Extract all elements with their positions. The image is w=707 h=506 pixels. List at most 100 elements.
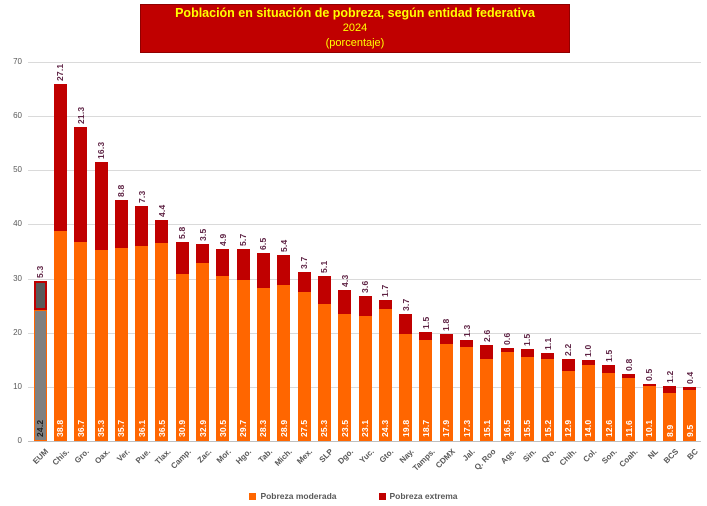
x-tick-label: Qro. (540, 447, 559, 465)
bar-segment-extreme (256, 252, 270, 288)
x-tick-label: Mor. (215, 447, 234, 465)
bar-segment-moderate (94, 249, 108, 441)
bar-segment-moderate (581, 365, 595, 441)
x-tick-label: BC (685, 447, 701, 462)
x-tick-label: Zac. (195, 447, 213, 465)
bar-segment-extreme (541, 352, 555, 359)
bar-value-extreme: 1.5 (603, 349, 614, 362)
bar-value-moderate: 9.5 (684, 424, 695, 437)
bar-value-moderate: 35.7 (116, 419, 127, 437)
bar-value-extreme: 5.4 (278, 239, 289, 253)
x-tick-label: Chis. (50, 447, 71, 468)
bar-value-extreme: 1.0 (583, 344, 594, 357)
bar-value-extreme: 3.7 (400, 298, 411, 311)
bar-value-moderate: 35.3 (96, 419, 107, 437)
bar-value-extreme: 1.5 (420, 316, 431, 329)
gridline (28, 278, 701, 280)
bar-value-moderate: 29.7 (238, 419, 249, 437)
bar-value-extreme: 0.6 (502, 332, 513, 346)
bar-segment-extreme (277, 255, 291, 285)
bar-segment-extreme (317, 276, 331, 304)
bar-value-moderate: 32.9 (197, 419, 208, 437)
x-tick-label: Hgo. (234, 447, 254, 466)
bar-segment-moderate (196, 262, 210, 441)
y-tick-label: 30 (13, 273, 22, 283)
chart-subtitle-unit: (porcentaje) (325, 37, 385, 49)
bar-segment-extreme (196, 243, 210, 263)
y-tick-label: 50 (13, 165, 22, 175)
bar-segment-moderate (317, 304, 331, 441)
bar-value-moderate: 17.9 (441, 419, 452, 437)
bar-segment-extreme (175, 242, 189, 274)
y-tick-label: 20 (13, 327, 22, 337)
bar-segment-extreme (622, 373, 636, 379)
bar-value-extreme: 5.8 (177, 226, 188, 240)
bar-segment-moderate (33, 309, 47, 441)
bar-segment-moderate (53, 230, 67, 441)
bar-value-extreme: 1.3 (461, 324, 472, 338)
bar-segment-moderate (622, 378, 636, 441)
bar-value-moderate: 30.5 (217, 419, 228, 437)
bar-value-moderate: 16.5 (502, 419, 513, 437)
x-tick-label: BCS (661, 447, 680, 466)
bar-value-moderate: 36.1 (136, 419, 147, 437)
bar-segment-moderate (74, 242, 88, 441)
bar-segment-moderate (602, 372, 616, 441)
bar-value-extreme: 5.7 (238, 233, 249, 247)
bar-segment-extreme (561, 359, 575, 372)
bar-segment-moderate (297, 292, 311, 441)
x-tick-label: Tamps. (410, 447, 437, 473)
x-tick-label: Gro. (73, 447, 92, 465)
bar-segment-extreme (135, 206, 149, 246)
bar-segment-moderate (114, 247, 128, 441)
bar-segment-extreme (236, 249, 250, 281)
bar-value-moderate: 28.9 (278, 419, 289, 437)
legend-swatch-icon (378, 492, 386, 500)
x-tick-label: Sin. (521, 447, 538, 464)
bar-value-extreme: 5.1 (319, 260, 330, 274)
bar-segment-moderate (358, 315, 372, 441)
x-tick-label: Pue. (133, 447, 153, 466)
bar-value-moderate: 24.3 (380, 419, 391, 437)
bar-value-moderate: 24.2 (35, 419, 46, 437)
x-tick-label: Jal. (461, 447, 477, 463)
bar-value-moderate: 36.7 (75, 419, 86, 437)
x-tick-label: Mex. (295, 447, 315, 466)
bar-segment-moderate (378, 309, 392, 441)
bar-value-extreme: 1.2 (664, 370, 675, 384)
bar-value-extreme: 3.6 (360, 281, 370, 294)
x-tick-label: Dgo. (336, 447, 356, 466)
gridline (28, 224, 701, 226)
bar-segment-moderate (520, 357, 534, 441)
bar-value-extreme: 0.5 (644, 368, 655, 381)
x-tick-label: Oax. (92, 447, 112, 466)
bar-segment-moderate (419, 339, 433, 441)
chart-title: Población en situación de pobreza, según… (175, 6, 535, 20)
bar-segment-extreme (297, 272, 311, 293)
gridline (28, 441, 701, 442)
bar-segment-moderate (500, 351, 514, 441)
bar-segment-extreme (358, 296, 372, 316)
chart-subtitle-year: 2024 (342, 22, 368, 34)
bar-segment-extreme (114, 200, 128, 248)
bar-segment-extreme (33, 281, 47, 310)
bar-segment-moderate (480, 359, 494, 441)
bar-value-moderate: 12.6 (603, 419, 614, 437)
x-tick-label: NL (645, 447, 660, 461)
bar-value-extreme: 2.6 (481, 329, 492, 343)
bar-value-moderate: 36.5 (156, 419, 167, 437)
bar-segment-extreme (663, 386, 677, 393)
bar-value-extreme: 3.5 (197, 228, 208, 241)
bar-value-extreme: 0.4 (684, 371, 695, 385)
bar-segment-moderate (642, 386, 656, 441)
x-tick-label: Ags. (498, 447, 518, 466)
bar-value-extreme: 27.1 (55, 63, 66, 82)
bar-value-extreme: 2.2 (563, 343, 574, 357)
x-tick-label: Tab. (256, 447, 274, 465)
x-tick-label: Chih. (557, 447, 579, 468)
bar-value-moderate: 10.1 (644, 419, 655, 437)
bar-segment-extreme (520, 348, 534, 358)
x-tick-label: Coah. (617, 447, 640, 470)
y-tick-label: 40 (13, 219, 22, 229)
